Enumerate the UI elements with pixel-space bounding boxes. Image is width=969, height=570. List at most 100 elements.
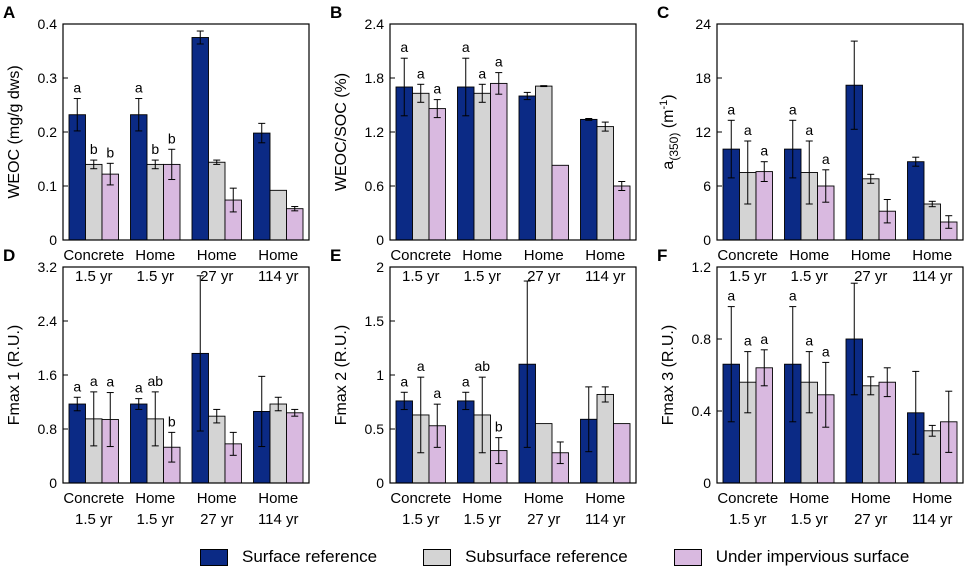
x-tick-label: 1.5 yr xyxy=(729,511,767,528)
x-tick-label: 1.5 yr xyxy=(790,268,828,285)
significance-letter: ab xyxy=(474,358,490,374)
x-tick-label: Home xyxy=(135,490,175,507)
y-tick-label: 0 xyxy=(49,475,57,491)
bar xyxy=(878,381,896,484)
x-tick-label: Home xyxy=(197,490,237,507)
x-tick-label: Home xyxy=(258,247,298,264)
bar xyxy=(862,178,880,241)
x-tick-label: Home xyxy=(585,490,625,507)
legend-item-surface: Surface reference xyxy=(200,547,377,567)
bar xyxy=(269,403,287,484)
bar xyxy=(286,412,304,484)
y-tick-label: 6 xyxy=(703,178,711,194)
bar xyxy=(146,163,164,241)
x-tick-label: 27 yr xyxy=(200,511,233,528)
bar xyxy=(428,108,446,241)
x-tick-label: 114 yr xyxy=(912,268,953,285)
significance-letter: b xyxy=(495,419,503,435)
x-tick-label: 27 yr xyxy=(200,268,233,285)
y-axis-label: WEOC/SOC (%) xyxy=(333,73,350,191)
y-tick-label: 0 xyxy=(703,475,711,491)
y-tick-label: 2 xyxy=(376,259,384,275)
x-tick-label: 1.5 yr xyxy=(729,268,767,285)
panel-label-f: F xyxy=(657,246,667,265)
y-tick-label: 1.5 xyxy=(365,313,385,329)
x-tick-label: Home xyxy=(585,247,625,264)
significance-letter: a xyxy=(400,39,408,55)
panel-label-c: C xyxy=(657,3,669,22)
significance-letter: ab xyxy=(147,373,163,389)
x-tick-label: 1.5 yr xyxy=(402,268,440,285)
bar xyxy=(596,393,614,484)
legend-swatch-subsurface xyxy=(423,548,452,566)
x-tick-label: 1.5 yr xyxy=(75,511,113,528)
bar xyxy=(518,95,536,241)
x-tick-label: 1.5 yr xyxy=(136,511,174,528)
bar xyxy=(923,203,941,241)
significance-letter: a xyxy=(433,385,441,401)
y-tick-label: 0.3 xyxy=(38,70,58,86)
y-tick-label: 1.6 xyxy=(38,367,58,383)
x-tick-label: Home xyxy=(789,247,829,264)
significance-letter: a xyxy=(73,378,81,394)
bar xyxy=(208,161,226,241)
significance-letter: a xyxy=(433,81,441,97)
significance-letter: a xyxy=(789,101,797,117)
significance-letter: a xyxy=(90,373,98,389)
x-tick-label: Concrete xyxy=(63,490,124,507)
x-tick-label: 1.5 yr xyxy=(402,511,440,528)
y-tick-label: 12 xyxy=(695,124,711,140)
x-tick-label: 114 yr xyxy=(585,511,626,528)
x-tick-label: Home xyxy=(524,490,564,507)
y-tick-label: 0.6 xyxy=(365,178,385,194)
significance-letter: a xyxy=(744,122,752,138)
bar xyxy=(490,82,508,241)
significance-letter: a xyxy=(462,373,470,389)
bar xyxy=(473,92,491,241)
plot-frame xyxy=(62,23,310,241)
significance-letter: b xyxy=(90,141,98,157)
significance-letter: b xyxy=(168,130,176,146)
x-tick-label: Concrete xyxy=(63,247,124,264)
significance-letter: a xyxy=(106,374,114,390)
y-tick-label: 24 xyxy=(695,16,711,32)
y-axis-label: Fmax 2 (R.U.) xyxy=(333,325,350,425)
plot-frame xyxy=(716,266,964,484)
bar xyxy=(68,114,86,241)
bar xyxy=(907,161,925,241)
bar xyxy=(862,385,880,484)
bar xyxy=(130,403,148,484)
y-tick-label: 1.2 xyxy=(692,259,712,275)
x-tick-label: Home xyxy=(524,247,564,264)
x-tick-label: Home xyxy=(789,490,829,507)
bar xyxy=(68,403,86,484)
y-tick-label: 0 xyxy=(703,232,711,248)
bar xyxy=(580,118,598,241)
x-tick-label: 1.5 yr xyxy=(136,268,174,285)
significance-letter: a xyxy=(744,333,752,349)
significance-letter: a xyxy=(822,151,830,167)
y-tick-label: 0.8 xyxy=(38,421,58,437)
significance-letter: a xyxy=(495,54,503,70)
plot-frame xyxy=(389,266,637,484)
bar xyxy=(130,114,148,241)
y-tick-label: 0.1 xyxy=(38,178,58,194)
bar xyxy=(551,164,569,241)
x-tick-label: Home xyxy=(912,490,952,507)
significance-letter: b xyxy=(151,141,159,157)
x-tick-label: Concrete xyxy=(390,490,451,507)
x-tick-label: Home xyxy=(462,490,502,507)
x-tick-label: 1.5 yr xyxy=(790,511,828,528)
significance-letter: a xyxy=(760,331,768,347)
bar xyxy=(535,423,553,484)
bar xyxy=(613,185,631,241)
bar xyxy=(269,189,287,241)
y-tick-label: 0 xyxy=(49,232,57,248)
bar xyxy=(613,423,631,484)
x-tick-label: Concrete xyxy=(717,247,778,264)
significance-letter: a xyxy=(822,343,830,359)
bar xyxy=(923,430,941,484)
y-tick-label: 0.2 xyxy=(38,124,58,140)
